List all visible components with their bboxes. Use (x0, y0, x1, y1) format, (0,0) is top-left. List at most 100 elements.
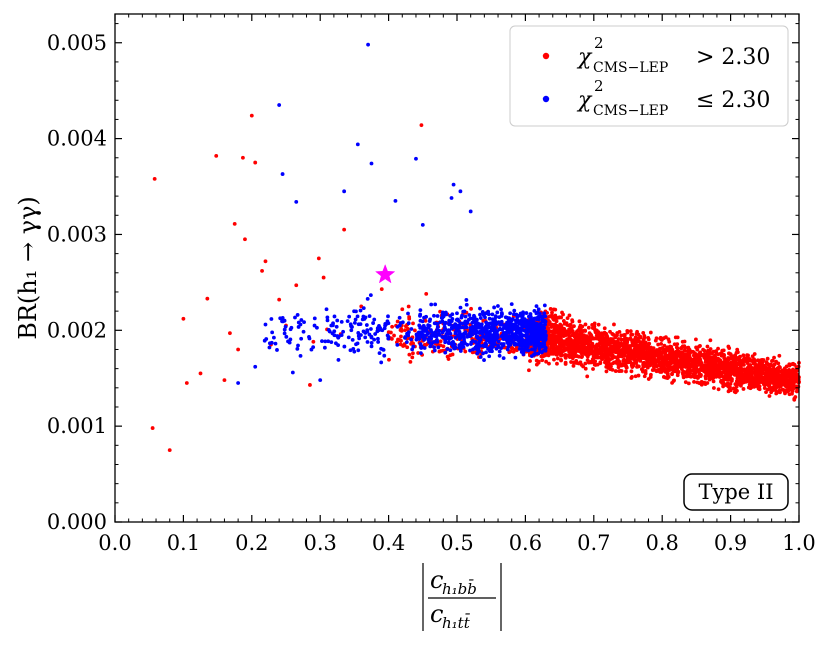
blue-point (452, 346, 457, 351)
blue-point (299, 336, 304, 341)
red-point (698, 343, 702, 348)
red-point (643, 346, 648, 351)
series-red-points (150, 113, 801, 453)
legend-marker-blue (542, 95, 550, 103)
blue-point (440, 310, 445, 315)
blue-point (463, 319, 468, 324)
red-point (685, 345, 690, 350)
red-point (643, 350, 648, 355)
red-point (578, 326, 583, 331)
red-point (735, 367, 740, 372)
red-point (787, 368, 791, 372)
blue-point (415, 334, 419, 339)
red-point (409, 341, 413, 346)
red-point (721, 381, 726, 386)
blue-point (346, 335, 351, 340)
legend-marker-red (542, 52, 550, 60)
blue-point (432, 313, 436, 318)
red-point (625, 355, 630, 359)
blue-point (398, 321, 403, 325)
red-point (772, 355, 776, 360)
blue-point (526, 348, 531, 353)
blue-point (494, 335, 499, 340)
x-tick-label: 0.8 (645, 531, 678, 555)
red-point (791, 361, 796, 366)
y-tick-label: 0.001 (47, 414, 107, 438)
blue-point (421, 324, 426, 329)
blue-point (513, 337, 518, 342)
blue-point (528, 325, 533, 330)
blue-point (522, 324, 527, 329)
blue-point (395, 343, 400, 347)
blue-point (457, 343, 462, 348)
blue-point (277, 103, 282, 107)
red-point (561, 319, 566, 323)
y-tick-label: 0.005 (47, 31, 107, 55)
blue-point (493, 329, 498, 334)
red-point (549, 334, 554, 339)
blue-point (336, 358, 341, 362)
red-point (408, 359, 413, 364)
red-point (600, 357, 605, 362)
red-point (777, 384, 782, 389)
blue-point (443, 326, 448, 331)
blue-point (287, 340, 292, 345)
blue-point (464, 298, 469, 302)
red-point (583, 329, 588, 333)
blue-point (432, 345, 437, 350)
annotation-frame (683, 473, 789, 511)
red-point (604, 335, 609, 340)
red-point (723, 377, 728, 381)
red-point (642, 335, 647, 340)
red-point (794, 389, 799, 394)
red-point (198, 371, 203, 376)
red-point (666, 368, 671, 373)
blue-point (483, 315, 487, 320)
red-point (578, 333, 583, 338)
blue-point (449, 196, 454, 200)
red-point (650, 368, 655, 372)
blue-point (540, 317, 545, 322)
red-point (741, 387, 746, 391)
red-point (509, 345, 514, 350)
blue-point (282, 327, 287, 332)
red-point (717, 363, 722, 367)
red-point (586, 360, 591, 365)
red-point (691, 350, 696, 355)
blue-point (479, 322, 484, 327)
blue-point (356, 322, 361, 327)
blue-point (327, 329, 332, 334)
red-point (583, 322, 588, 327)
blue-point (395, 324, 400, 329)
red-point (607, 346, 612, 351)
blue-point (490, 328, 495, 333)
red-point (598, 361, 603, 366)
blue-point (348, 348, 353, 353)
blue-point (457, 337, 462, 341)
red-point (546, 319, 551, 323)
blue-point (460, 313, 464, 318)
blue-point (418, 351, 423, 356)
red-point (646, 354, 651, 359)
blue-point (331, 321, 335, 326)
red-point (717, 358, 721, 363)
red-point (753, 382, 758, 386)
red-point (595, 344, 599, 349)
blue-point (465, 342, 470, 347)
red-point (404, 324, 408, 329)
blue-point (542, 342, 547, 347)
red-point (606, 342, 611, 347)
red-point (563, 347, 568, 352)
red-point (757, 387, 762, 392)
x-tick-label: 0.2 (235, 531, 268, 555)
red-point (692, 379, 696, 384)
red-point (551, 323, 556, 328)
legend-label-blue-rel: ≤ 2.30 (696, 88, 770, 113)
red-point (744, 377, 748, 381)
red-point (399, 334, 403, 339)
red-point (651, 352, 656, 357)
red-point (784, 379, 789, 383)
red-point (577, 319, 582, 324)
red-point (398, 342, 403, 347)
red-point (741, 362, 746, 367)
